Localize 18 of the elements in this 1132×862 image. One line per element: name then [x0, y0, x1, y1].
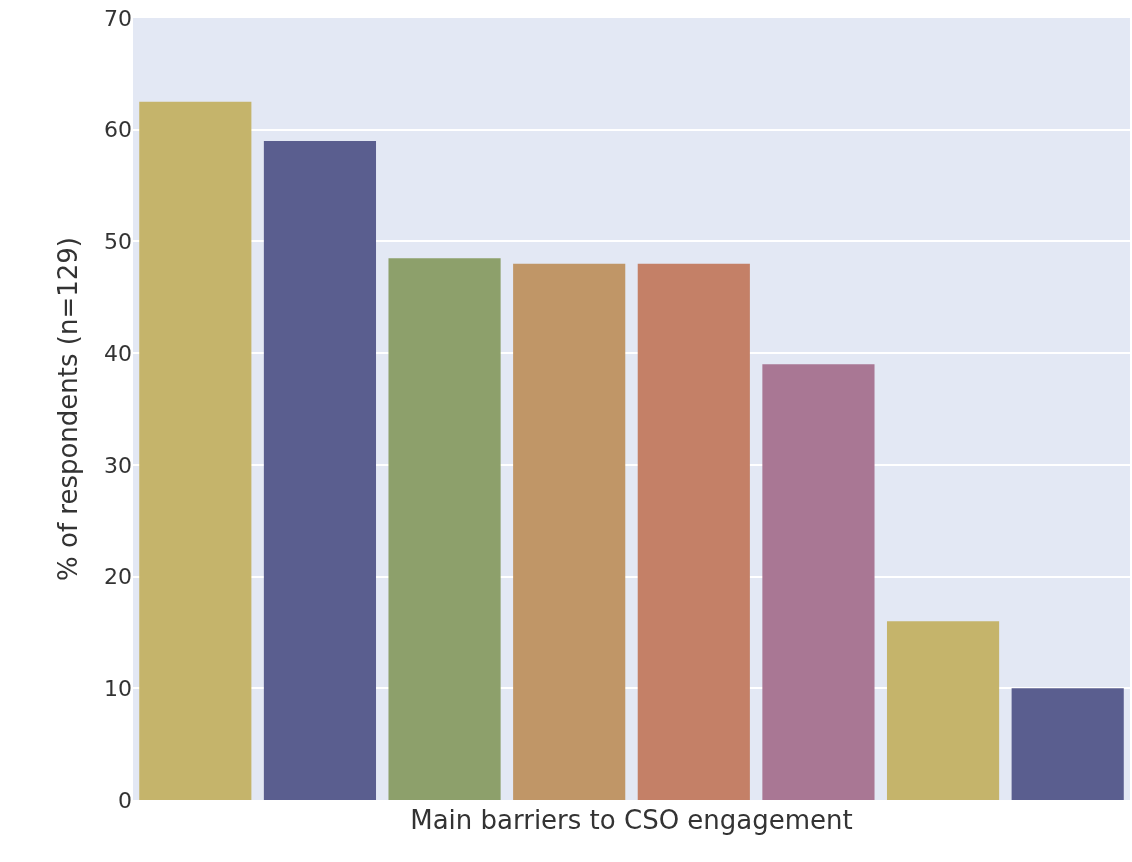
- bar: [139, 101, 252, 800]
- y-tick-label: 10: [104, 675, 132, 701]
- bar: [637, 263, 750, 800]
- y-tick-label: 60: [104, 117, 132, 143]
- y-tick-label: 20: [104, 564, 132, 590]
- y-tick-label: 50: [104, 229, 132, 255]
- bar: [388, 258, 501, 800]
- bar: [263, 140, 377, 800]
- y-tick-label: 30: [104, 452, 132, 478]
- y-axis-title: % of respondents (n=129): [53, 236, 84, 582]
- bar: [1011, 688, 1124, 800]
- y-tick-label: 40: [104, 340, 132, 366]
- x-axis-title: Main barriers to CSO engagement: [410, 804, 853, 835]
- bar: [762, 364, 875, 800]
- y-tick-label: 0: [118, 787, 132, 813]
- bar: [513, 263, 626, 800]
- bar: [886, 621, 1000, 800]
- y-tick-label: 70: [104, 5, 132, 31]
